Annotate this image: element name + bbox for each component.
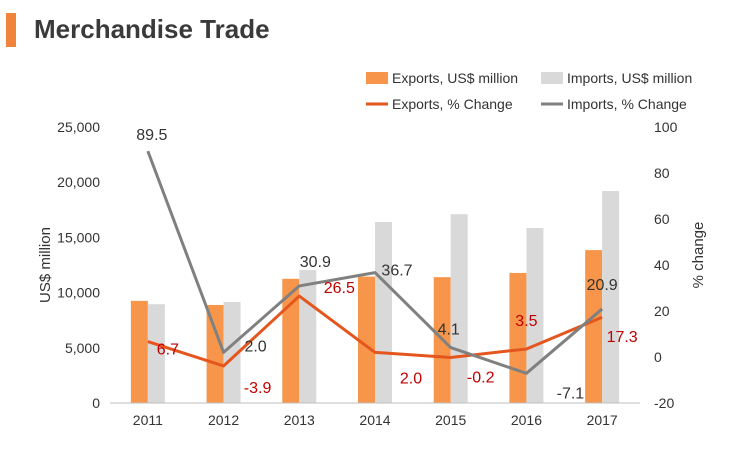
exports-change-label: 17.3 [607,329,638,346]
x-tick-label: 2015 [435,412,466,428]
bar-1 [602,191,620,403]
legend-swatch [366,72,388,84]
x-tick-label: 2011 [133,412,163,428]
legend-label: Exports, % Change [392,96,513,112]
line-series-1 [146,150,604,375]
exports-change-label: -0.2 [467,369,495,386]
y-tick-label: 5,000 [65,340,100,356]
page-title: Merchandise Trade [34,14,270,44]
exports-change-label: 6.7 [157,342,179,359]
legend-swatch [541,72,563,84]
legend-label: Imports, US$ million [567,70,692,86]
bar-1 [450,214,468,403]
title-accent-bar [6,13,16,47]
imports-change-label: -7.1 [557,385,585,402]
y2-tick-label: -20 [654,395,674,411]
y-tick-label: 10,000 [57,285,100,301]
exports-change-label: 26.5 [324,280,355,297]
x-tick-label: 2016 [511,412,542,428]
bar-0 [358,276,375,403]
imports-change-label: 30.9 [300,254,331,271]
bar-1 [299,269,317,403]
exports-change-label: -3.9 [244,380,272,397]
line-series-0 [147,294,603,368]
y2-tick-label: 20 [654,303,670,319]
bar-1 [375,221,392,403]
y2-axis-title: % change [690,222,707,289]
bar-0 [206,304,224,403]
exports-change-label: 2.0 [400,370,422,387]
bar-1 [526,228,544,403]
imports-change-label: 89.5 [136,127,167,144]
imports-change-label: 20.9 [587,277,618,294]
y-tick-label: 0 [92,395,100,411]
y-tick-label: 20,000 [57,174,100,190]
x-tick-label: 2017 [587,412,618,428]
legend-label: Imports, % Change [567,96,687,112]
y2-tick-label: 0 [654,349,662,365]
imports-change-label: 2.0 [244,338,266,355]
bar-1 [147,304,165,403]
bar-1 [223,301,241,403]
y-tick-label: 25,000 [57,119,100,135]
imports-change-label: 4.1 [438,322,460,339]
x-tick-label: 2012 [208,412,239,428]
bar-0 [130,300,148,403]
y2-tick-label: 40 [654,257,670,273]
y2-tick-label: 80 [654,165,670,181]
legend-label: Exports, US$ million [392,70,518,86]
x-tick-label: 2013 [284,412,315,428]
y2-tick-label: 100 [654,119,678,135]
exports-change-label: 3.5 [515,313,537,330]
y2-tick-label: 60 [654,211,670,227]
bar-0 [509,272,527,403]
imports-change-label: 36.7 [381,263,412,280]
bar-0 [585,250,603,403]
y-axis-title: US$ million [37,227,54,303]
y-tick-label: 15,000 [57,229,100,245]
x-tick-label: 2014 [359,412,390,428]
